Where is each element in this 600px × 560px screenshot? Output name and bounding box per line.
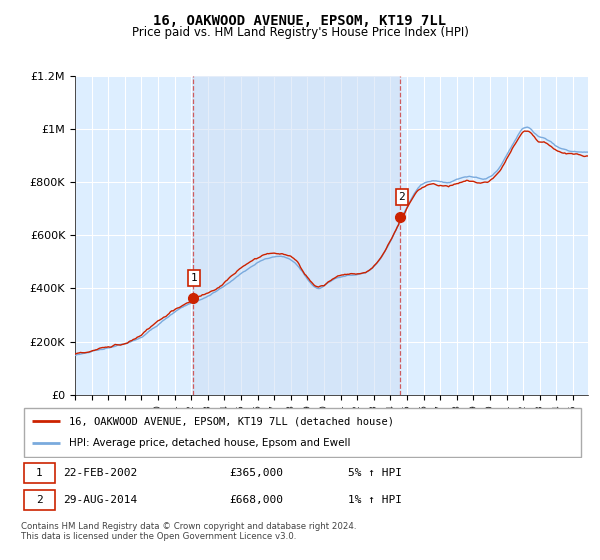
Text: 16, OAKWOOD AVENUE, EPSOM, KT19 7LL: 16, OAKWOOD AVENUE, EPSOM, KT19 7LL — [154, 14, 446, 28]
Text: 22-FEB-2002: 22-FEB-2002 — [64, 468, 137, 478]
Text: HPI: Average price, detached house, Epsom and Ewell: HPI: Average price, detached house, Epso… — [69, 438, 350, 449]
FancyBboxPatch shape — [24, 408, 581, 456]
Text: 1: 1 — [191, 273, 197, 283]
Text: 29-AUG-2014: 29-AUG-2014 — [64, 494, 137, 505]
Text: £365,000: £365,000 — [230, 468, 284, 478]
Text: 5% ↑ HPI: 5% ↑ HPI — [348, 468, 402, 478]
FancyBboxPatch shape — [24, 463, 55, 483]
Text: 1% ↑ HPI: 1% ↑ HPI — [348, 494, 402, 505]
Text: 2: 2 — [398, 192, 405, 202]
FancyBboxPatch shape — [24, 489, 55, 510]
Text: 16, OAKWOOD AVENUE, EPSOM, KT19 7LL (detached house): 16, OAKWOOD AVENUE, EPSOM, KT19 7LL (det… — [69, 416, 394, 426]
Text: £668,000: £668,000 — [230, 494, 284, 505]
Text: Contains HM Land Registry data © Crown copyright and database right 2024.
This d: Contains HM Land Registry data © Crown c… — [21, 522, 356, 542]
Text: Price paid vs. HM Land Registry's House Price Index (HPI): Price paid vs. HM Land Registry's House … — [131, 26, 469, 39]
Bar — [193, 76, 400, 395]
Text: 2: 2 — [36, 494, 43, 505]
Text: 1: 1 — [36, 468, 43, 478]
